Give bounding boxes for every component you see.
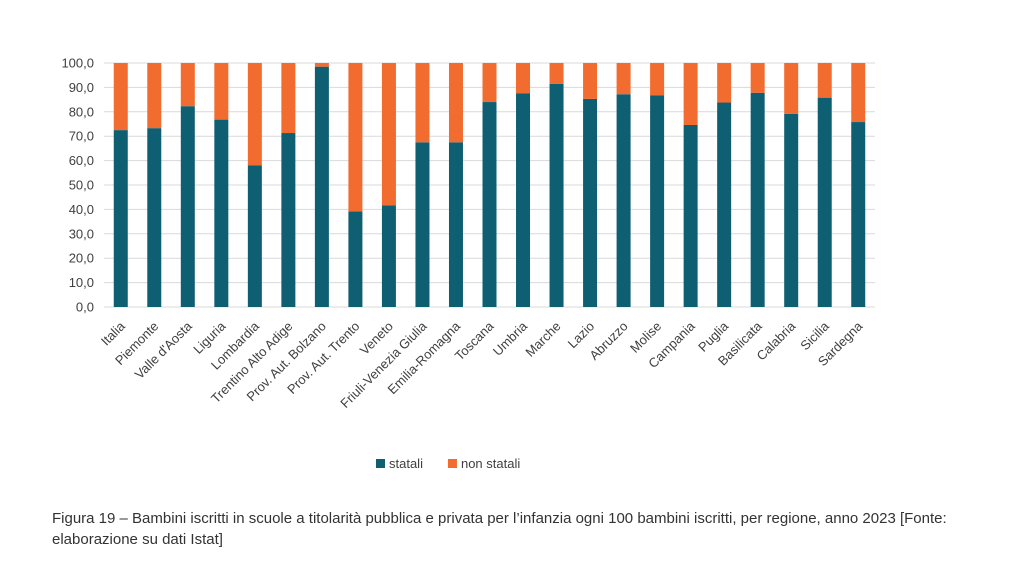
bar-statali bbox=[180, 106, 195, 307]
bar-statali bbox=[616, 94, 631, 307]
bar-non-statali bbox=[314, 63, 329, 67]
bar-statali bbox=[247, 165, 262, 307]
bar-statali bbox=[851, 122, 866, 307]
bar-non-statali bbox=[616, 63, 631, 95]
bar-statali bbox=[314, 66, 329, 307]
y-tick-label: 70,0 bbox=[69, 129, 94, 144]
bar-non-statali bbox=[549, 63, 564, 84]
bar-non-statali bbox=[750, 63, 765, 93]
bar-non-statali bbox=[784, 63, 799, 114]
bar-statali bbox=[650, 95, 665, 308]
legend-label: statali bbox=[389, 456, 423, 471]
bar-non-statali bbox=[348, 63, 363, 212]
bar-statali bbox=[214, 119, 229, 307]
bar-non-statali bbox=[381, 63, 396, 206]
bar-statali bbox=[784, 113, 799, 307]
bar-non-statali bbox=[683, 63, 698, 125]
figure-caption: Figura 19 – Bambini iscritti in scuole a… bbox=[52, 510, 947, 548]
bar-non-statali bbox=[516, 63, 531, 94]
bars bbox=[113, 63, 866, 308]
legend-swatch bbox=[447, 459, 457, 468]
bar-non-statali bbox=[717, 63, 732, 103]
stacked-bar-chart: 0,0 10,0 20,0 30,0 40,0 50,0 60,0 70,0 80,0 90,0 1… bbox=[61, 56, 875, 471]
y-axis: 0,0 10,0 20,0 30,0 40,0 50,0 60,0 70,0 80,0 90,0 1… bbox=[61, 56, 94, 315]
x-tick-label: Italia bbox=[98, 318, 129, 349]
y-tick-label: 60,0 bbox=[69, 153, 94, 168]
bar-statali bbox=[549, 83, 564, 308]
bar-non-statali bbox=[247, 63, 262, 166]
y-tick-label: 50,0 bbox=[69, 178, 94, 193]
y-tick-label: 30,0 bbox=[69, 226, 94, 241]
bar-statali bbox=[147, 128, 162, 307]
bar-statali bbox=[683, 124, 698, 307]
legend: statali non statali bbox=[376, 456, 520, 471]
bar-non-statali bbox=[214, 63, 229, 120]
bar-statali bbox=[817, 97, 832, 308]
bar-statali bbox=[415, 142, 430, 307]
bar-statali bbox=[281, 133, 296, 307]
bar-non-statali bbox=[113, 63, 128, 131]
bar-non-statali bbox=[650, 63, 665, 96]
bar-statali bbox=[381, 205, 396, 307]
bar-statali bbox=[583, 98, 598, 308]
bar-non-statali bbox=[482, 63, 497, 103]
y-tick-label: 100,0 bbox=[61, 56, 94, 71]
bar-non-statali bbox=[147, 63, 162, 129]
bar-non-statali bbox=[415, 63, 430, 143]
legend-label: non statali bbox=[461, 456, 520, 471]
y-tick-label: 20,0 bbox=[69, 251, 94, 266]
bar-statali bbox=[482, 102, 497, 307]
bar-non-statali bbox=[180, 63, 195, 107]
y-tick-label: 40,0 bbox=[69, 202, 94, 217]
bar-non-statali bbox=[851, 63, 866, 123]
bar-non-statali bbox=[281, 63, 296, 134]
bar-statali bbox=[348, 211, 363, 307]
y-tick-label: 10,0 bbox=[69, 275, 94, 290]
bar-statali bbox=[448, 142, 463, 307]
bar-statali bbox=[750, 92, 765, 308]
bar-non-statali bbox=[448, 63, 463, 143]
y-tick-label: 90,0 bbox=[69, 80, 94, 95]
bar-statali bbox=[717, 102, 732, 307]
bar-non-statali bbox=[817, 63, 832, 98]
bar-statali bbox=[516, 93, 531, 307]
y-tick-label: 0,0 bbox=[76, 300, 94, 315]
y-tick-label: 80,0 bbox=[69, 104, 94, 119]
bar-non-statali bbox=[583, 63, 598, 99]
bar-statali bbox=[113, 130, 128, 307]
legend-swatch bbox=[376, 459, 385, 468]
x-tick-label: Marche bbox=[522, 319, 563, 360]
